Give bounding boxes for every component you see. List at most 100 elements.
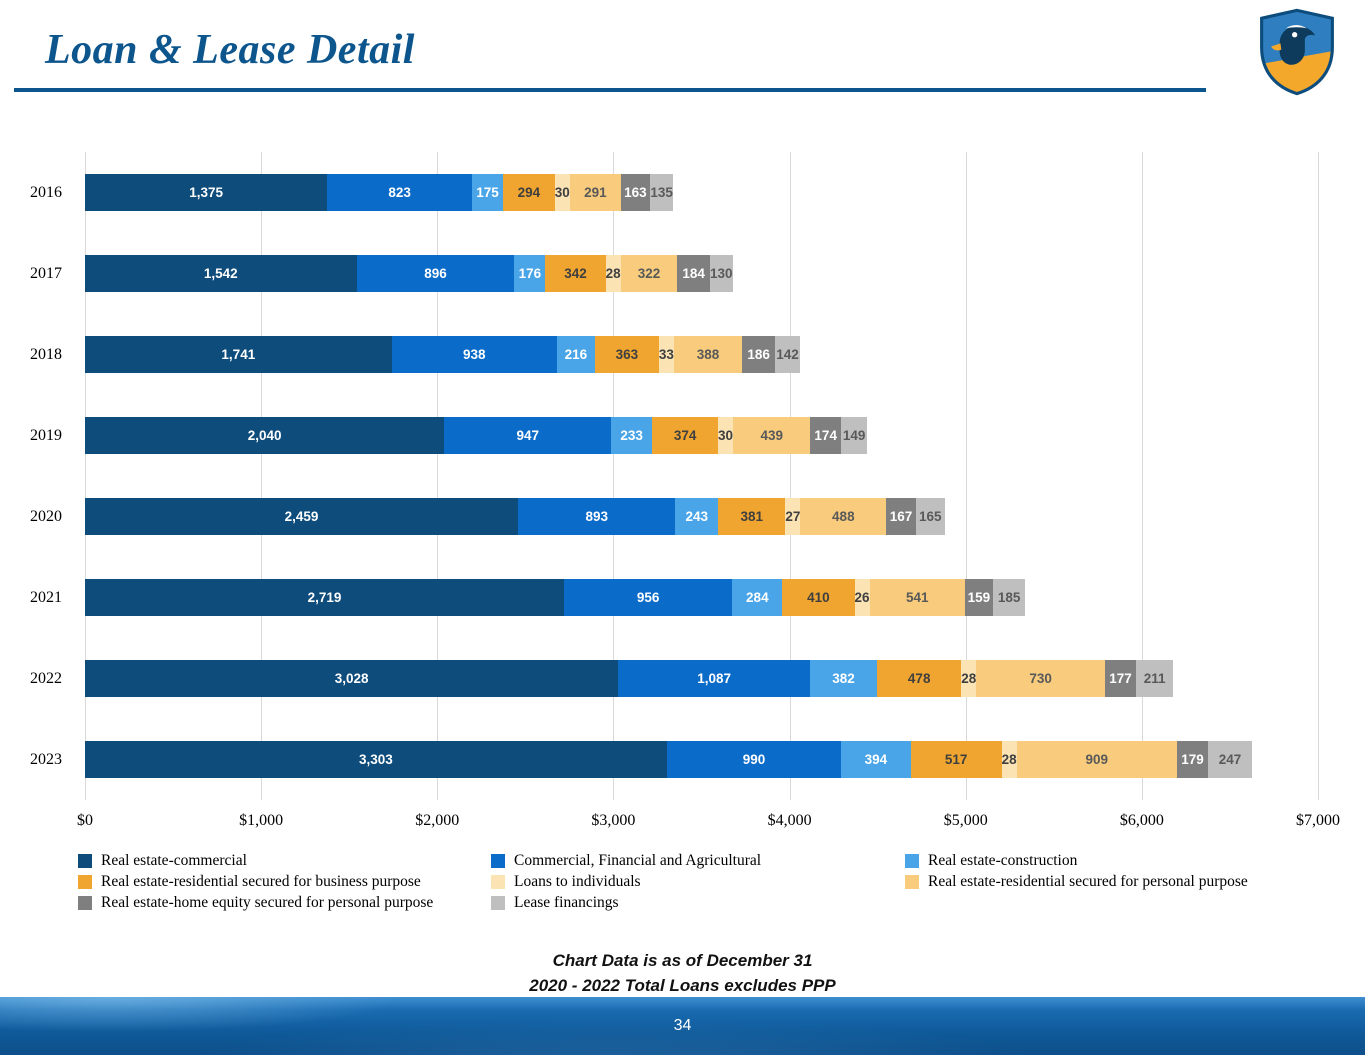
bar-segment: 175 <box>472 174 503 211</box>
legend-swatch <box>491 874 505 889</box>
x-axis: $0 $1,000 $2,000 $3,000 $4,000 $5,000 $6,000 $7… <box>77 808 1340 836</box>
bar-segment: 730 <box>976 660 1105 697</box>
bar-segment: 947 <box>444 417 612 454</box>
bar-segment: 291 <box>569 174 622 211</box>
bar-value-label: 233 <box>620 427 643 443</box>
bar-value-label: 165 <box>918 508 942 524</box>
year-label: 2019 <box>30 426 62 444</box>
gridline <box>85 152 86 800</box>
chart-notes: Chart Data is as of December 31 2020 - 2… <box>0 949 1365 998</box>
bar-value-label: 211 <box>1143 670 1166 686</box>
bar-segment: 186 <box>742 336 775 373</box>
bar-area: 1,375 823 175 294 30 291 163 135 <box>85 174 1318 211</box>
bar-value-label: 247 <box>1218 751 1242 767</box>
bar-segment: 363 <box>594 336 659 373</box>
bar-value-label: 990 <box>742 751 766 767</box>
x-tick-label: $0 <box>77 812 93 829</box>
bar-segment: 177 <box>1104 660 1137 697</box>
bar-value-label: 3,028 <box>334 670 369 686</box>
chart-row: 2019 2,040 947 233 374 30 439 174 149 <box>0 395 1365 476</box>
bar-segment: 322 <box>620 255 678 292</box>
bar-value-label: 730 <box>1029 670 1052 686</box>
bar-area: 2,719 956 284 410 26 541 159 185 <box>85 579 1318 616</box>
bar-value-label: 896 <box>424 265 447 281</box>
bar-value-label: 909 <box>1085 751 1108 767</box>
legend-swatch <box>491 853 505 868</box>
bar-segment: 1,741 <box>85 336 392 373</box>
legend-label: Loans to individuals <box>514 872 641 890</box>
stacked-bar: 3,303 990 394 517 28 909 179 247 <box>85 741 1318 778</box>
bar-segment: 176 <box>514 255 546 292</box>
legend-swatch <box>78 874 92 889</box>
legend-swatch <box>905 853 919 868</box>
bar-value-label: 174 <box>814 427 837 443</box>
gridline <box>437 152 439 800</box>
bar-segment: 1,375 <box>85 174 328 211</box>
stacked-bar: 2,040 947 233 374 30 439 174 149 <box>85 417 1318 454</box>
year-label: 2022 <box>30 669 62 687</box>
legend-label: Real estate-home equity secured for pers… <box>101 893 434 911</box>
bar-value-label: 284 <box>746 589 769 605</box>
chart-row: 2017 1,542 896 176 342 28 322 184 130 <box>0 233 1365 314</box>
year-label: 2018 <box>30 345 62 363</box>
bar-segment: 174 <box>810 417 842 454</box>
gridline <box>613 152 615 800</box>
bar-value-label: 374 <box>673 427 697 443</box>
plot-rows: 2016 1,375 823 175 294 30 291 163 135 2017 1,542 89… <box>0 152 1365 800</box>
year-label: 2016 <box>30 183 62 201</box>
bar-segment: 216 <box>556 336 595 373</box>
legend-label: Real estate-residential secured for pers… <box>928 872 1248 890</box>
stacked-bar: 1,741 938 216 363 33 388 186 142 <box>85 336 1318 373</box>
legend-label: Lease financings <box>514 893 619 911</box>
stacked-bar: 3,028 1,087 382 478 28 730 177 211 <box>85 660 1318 697</box>
x-tick-label: $4,000 <box>767 812 812 829</box>
bar-segment: 159 <box>964 579 993 616</box>
note-ppp-exclusion: 2020 - 2022 Total Loans excludes PPP <box>529 975 836 995</box>
gridline <box>1318 152 1319 800</box>
bar-value-label: 30 <box>718 427 734 443</box>
bar-area: 1,741 938 216 363 33 388 186 142 <box>85 336 1318 373</box>
bar-segment: 374 <box>652 417 719 454</box>
gridline <box>789 152 791 800</box>
bar-value-label: 2,719 <box>307 589 342 605</box>
bar-area: 2,459 893 243 381 27 488 167 165 <box>85 498 1318 535</box>
bar-segment: 294 <box>502 174 555 211</box>
chart-row: 2016 1,375 823 175 294 30 291 163 135 <box>0 152 1365 233</box>
bar-segment: 30 <box>554 174 570 211</box>
bar-segment: 3,303 <box>85 741 667 778</box>
bar-segment: 30 <box>718 417 734 454</box>
bar-segment: 342 <box>545 255 606 292</box>
bar-segment: 3,028 <box>85 660 619 697</box>
x-tick-label: $2,000 <box>415 812 460 829</box>
bar-segment: 388 <box>673 336 743 373</box>
bar-value-label: 179 <box>1181 751 1204 767</box>
bar-segment: 233 <box>611 417 653 454</box>
bar-segment: 2,040 <box>85 417 445 454</box>
bar-value-label: 33 <box>658 346 674 362</box>
chart-row: 2020 2,459 893 243 381 27 488 167 165 <box>0 476 1365 557</box>
bar-segment: 184 <box>677 255 710 292</box>
legend-swatch <box>78 853 92 868</box>
bar-segment: 28 <box>1001 741 1017 778</box>
bar-value-label: 26 <box>854 589 870 605</box>
bar-value-label: 322 <box>637 265 661 281</box>
bar-segment: 382 <box>809 660 878 697</box>
bar-value-label: 294 <box>517 184 541 200</box>
year-label: 2023 <box>30 750 62 768</box>
bar-segment: 488 <box>800 498 887 535</box>
bar-area: 3,303 990 394 517 28 909 179 247 <box>85 741 1318 778</box>
bar-value-label: 823 <box>388 184 411 200</box>
gridline <box>965 152 967 800</box>
x-tick-label: $1,000 <box>239 812 284 829</box>
bar-value-label: 3,303 <box>359 751 393 767</box>
bar-value-label: 1,741 <box>221 346 256 362</box>
bar-value-label: 2,040 <box>247 427 282 443</box>
legend-label: Commercial, Financial and Agricultural <box>514 851 762 869</box>
loan-lease-chart: 2016 1,375 823 175 294 30 291 163 135 2017 1,542 89… <box>0 152 1365 836</box>
bar-value-label: 2,459 <box>284 508 319 524</box>
bar-value-label: 175 <box>476 184 499 200</box>
bar-segment: 167 <box>886 498 916 535</box>
bar-segment: 130 <box>709 255 733 292</box>
bar-segment: 1,087 <box>618 660 810 697</box>
bar-segment: 517 <box>910 741 1002 778</box>
